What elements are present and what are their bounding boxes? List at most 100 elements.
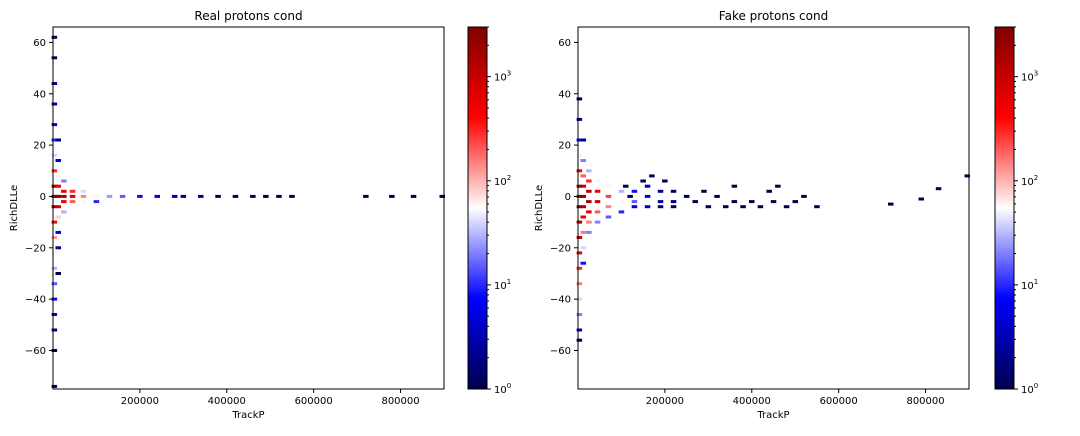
- heatmap-cell: [576, 313, 583, 316]
- x-tick-label: 600000: [820, 396, 858, 407]
- y-tick-label: 0: [40, 192, 46, 203]
- heatmap-cell: [576, 153, 583, 157]
- heatmap-cell: [576, 297, 583, 301]
- y-tick-label: −40: [25, 295, 46, 306]
- heatmap-cell: [670, 189, 677, 193]
- heatmap-cell: [55, 272, 61, 275]
- heatmap-cell: [586, 220, 592, 224]
- plot-area: [578, 27, 969, 389]
- x-axis-label: TrackP: [231, 410, 264, 421]
- heatmap-cell: [51, 251, 58, 255]
- heatmap-cell: [55, 184, 61, 188]
- heatmap-cell: [576, 282, 583, 286]
- heatmap-cell: [215, 194, 221, 198]
- y-tick-label: −20: [25, 243, 46, 254]
- heatmap-cell: [51, 297, 58, 301]
- heatmap-cell: [657, 189, 664, 193]
- heatmap-cell: [580, 138, 586, 142]
- heatmap-cell: [740, 205, 746, 209]
- colorbar-gradient: [467, 26, 488, 390]
- heatmap-cell: [766, 189, 772, 193]
- heatmap-cell: [61, 210, 67, 214]
- heatmap-cell: [363, 194, 369, 198]
- heatmap-cell: [51, 138, 58, 142]
- heatmap-cell: [55, 215, 61, 219]
- heatmap-cell: [594, 200, 601, 204]
- heatmap-cell: [580, 230, 586, 234]
- heatmap-cell: [644, 194, 651, 198]
- heatmap-cell: [576, 266, 583, 270]
- heatmap-cell: [644, 205, 651, 209]
- heatmap-cells: [576, 97, 970, 342]
- heatmap-cell: [55, 230, 61, 234]
- heatmap-cell: [586, 210, 592, 214]
- heatmap-cell: [276, 194, 282, 198]
- heatmap-cell: [154, 194, 160, 198]
- heatmap-cell: [51, 282, 58, 286]
- heatmap-cell: [69, 194, 76, 198]
- y-tick-label: 60: [33, 38, 46, 49]
- heatmap-cell: [657, 205, 664, 209]
- heatmap-cell: [106, 194, 113, 198]
- heatmap-cell: [964, 174, 970, 178]
- colorbar-tick-label: 101: [1021, 278, 1038, 292]
- heatmap-cell: [55, 174, 61, 178]
- plot-area: [53, 27, 444, 389]
- heatmap-cell: [640, 179, 646, 183]
- x-tick-label: 600000: [295, 396, 333, 407]
- heatmap-cell: [586, 179, 592, 183]
- heatmap-cell: [605, 205, 612, 209]
- heatmap-cell: [576, 97, 583, 101]
- heatmap-cell: [723, 205, 729, 209]
- heatmap-cell: [576, 236, 583, 239]
- colorbar: 100 101 102 103: [994, 26, 1038, 396]
- heatmap-cell: [888, 202, 894, 206]
- heatmap-cell: [51, 169, 58, 173]
- heatmap-cell: [631, 200, 638, 204]
- heatmap-cell: [580, 215, 586, 219]
- colorbar-tick-label: 103: [1021, 70, 1038, 84]
- heatmap-cell: [580, 246, 586, 250]
- heatmap-cell: [576, 220, 583, 224]
- heatmap-cell: [51, 313, 58, 316]
- heatmap-cell: [692, 200, 698, 204]
- x-axis-label: TrackP: [756, 410, 789, 421]
- heatmap-cell: [410, 194, 417, 198]
- heatmap-cell: [657, 200, 664, 204]
- heatmap-cell: [576, 205, 583, 209]
- heatmap-cell: [51, 153, 58, 157]
- heatmap-cell: [51, 102, 58, 106]
- heatmap-cells: [51, 35, 445, 388]
- y-axis-label: RichDLLe: [9, 185, 20, 231]
- heatmap-cell: [80, 194, 87, 198]
- y-axis-label: RichDLLe: [534, 185, 545, 231]
- heatmap-cell: [55, 194, 61, 198]
- heatmap-cell: [93, 194, 100, 198]
- heatmap-cell: [55, 205, 61, 209]
- heatmap-cell: [783, 205, 790, 209]
- heatmap-cell: [198, 194, 204, 198]
- heatmap-cell: [80, 200, 87, 204]
- heatmap-cell: [580, 159, 586, 162]
- heatmap-cell: [731, 200, 738, 204]
- y-tick-label: −60: [550, 346, 571, 357]
- heatmap-cell: [51, 384, 58, 388]
- heatmap-cell: [594, 210, 601, 214]
- heatmap-cell: [792, 200, 798, 204]
- heatmap-cell: [51, 236, 58, 239]
- heatmap-cell: [51, 82, 58, 85]
- x-tick-label: 800000: [381, 396, 419, 407]
- x-tick-label: 200000: [121, 396, 159, 407]
- x-tick-label: 800000: [906, 396, 944, 407]
- heatmap-cell: [714, 194, 720, 198]
- heatmap-cell: [576, 138, 583, 142]
- heatmap-cell: [51, 194, 58, 198]
- heatmap-cell: [605, 184, 612, 188]
- heatmap-cell: [649, 174, 655, 178]
- heatmap-cell: [935, 187, 942, 191]
- heatmap-cell: [644, 184, 651, 188]
- heatmap-cell: [389, 194, 395, 198]
- heatmap-cell: [586, 200, 592, 204]
- y-tick-label: 60: [558, 38, 571, 49]
